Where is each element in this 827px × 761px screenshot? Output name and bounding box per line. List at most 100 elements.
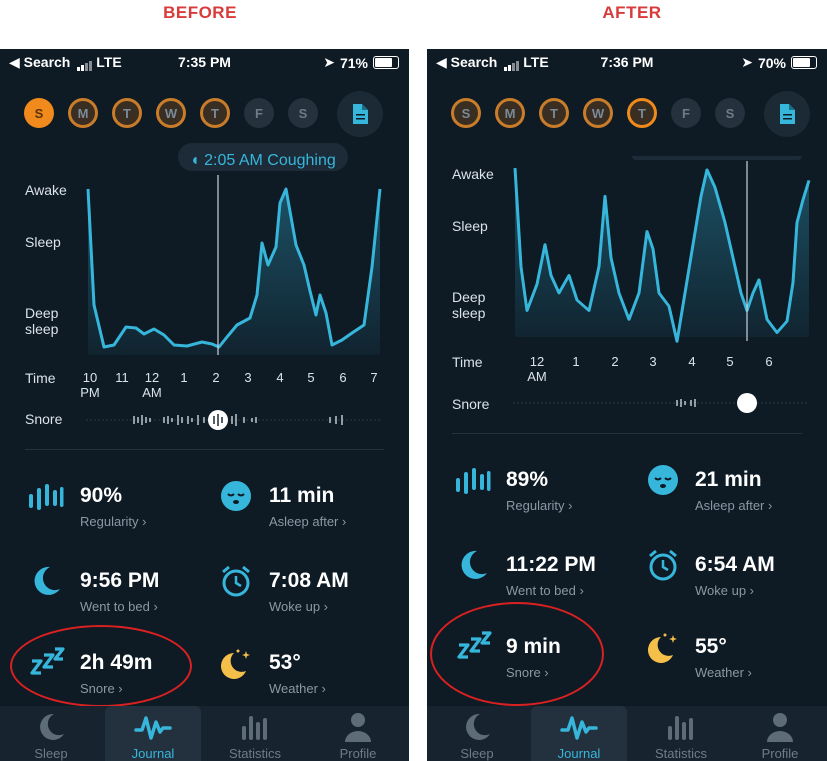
y-label-deep-sleep: Deep sleep xyxy=(452,289,486,321)
tab-statistics[interactable]: Statistics xyxy=(633,706,729,761)
regularity-value: 89% xyxy=(506,468,549,491)
back-to-search-link[interactable]: ◀ Search LTE xyxy=(9,54,122,72)
x-tick: 7 xyxy=(370,370,378,385)
x-tick: 4 xyxy=(688,354,696,369)
back-to-search-link[interactable]: ◀ Search LTE xyxy=(436,54,549,72)
week-day-selector: S M T W T F S xyxy=(24,98,318,128)
woke-up-stat[interactable]: 7:08 AM Woke up › xyxy=(269,569,349,614)
sleep-curve-fill xyxy=(515,168,809,342)
woke-up-stat[interactable]: 6:54 AM Woke up › xyxy=(695,553,775,598)
x-tick: 1 xyxy=(572,354,580,369)
status-time: 7:36 PM xyxy=(600,54,654,70)
y-label-deep-sleep: Deep sleep xyxy=(25,305,59,337)
regularity-icon xyxy=(456,468,491,494)
y-label-sleep: Sleep xyxy=(25,234,61,250)
x-axis-title: Time xyxy=(25,370,56,386)
day-wednesday[interactable]: W xyxy=(583,98,613,128)
snore-playhead[interactable] xyxy=(737,393,757,413)
day-saturday[interactable]: S xyxy=(288,98,318,128)
status-bar: ◀ Search LTE 7:36 PM ➤ 70% xyxy=(427,49,827,75)
sleepy-face-icon xyxy=(648,465,678,495)
battery-icon xyxy=(791,56,817,69)
x-tick: 1 xyxy=(180,370,188,385)
tab-sleep[interactable]: Sleep xyxy=(429,706,525,761)
x-tick: 12 AM xyxy=(142,370,162,400)
went-to-bed-value: 9:56 PM xyxy=(80,569,160,592)
bar-chart-tab-icon xyxy=(242,716,267,740)
day-tuesday[interactable]: T xyxy=(112,98,142,128)
tab-bar: Sleep Journal Statistics Profile xyxy=(427,706,827,761)
went-to-bed-stat[interactable]: 9:56 PM Went to bed › xyxy=(80,569,159,614)
asleep-after-stat[interactable]: 21 min Asleep after › xyxy=(695,468,772,513)
after-caption: AFTER xyxy=(602,3,662,22)
battery-status: ➤ 70% xyxy=(741,54,817,71)
snore-row-label: Snore xyxy=(25,411,63,427)
regularity-icon xyxy=(29,484,64,510)
document-icon xyxy=(353,104,368,124)
tab-statistics[interactable]: Statistics xyxy=(207,706,303,761)
went-to-bed-label: Went to bed › xyxy=(506,583,584,598)
section-divider xyxy=(25,449,384,450)
day-saturday[interactable]: S xyxy=(715,98,745,128)
asleep-after-stat[interactable]: 11 min Asleep after › xyxy=(269,484,346,529)
snore-timeline[interactable] xyxy=(86,409,386,431)
x-axis-title: Time xyxy=(452,354,483,370)
moon-icon xyxy=(34,566,60,595)
x-tick: 6 xyxy=(765,354,773,369)
notes-button[interactable] xyxy=(337,91,383,137)
signal-icon xyxy=(77,55,93,72)
tab-profile[interactable]: Profile xyxy=(310,706,406,761)
sleep-graph[interactable] xyxy=(509,161,814,351)
day-thursday[interactable]: T xyxy=(627,98,657,128)
x-tick: 11 xyxy=(115,370,129,385)
tooltip-edge xyxy=(632,156,802,160)
regularity-label: Regularity › xyxy=(80,514,147,529)
day-thursday[interactable]: T xyxy=(200,98,230,128)
sleep-graph[interactable] xyxy=(82,175,387,365)
weather-stat[interactable]: 53° Weather › xyxy=(269,651,326,696)
asleep-after-value: 21 min xyxy=(695,468,762,491)
status-time: 7:35 PM xyxy=(178,54,231,70)
regularity-stat[interactable]: 90% Regularity › xyxy=(80,484,146,529)
day-monday[interactable]: M xyxy=(68,98,98,128)
went-to-bed-label: Went to bed › xyxy=(80,599,158,614)
x-tick: 5 xyxy=(726,354,734,369)
regularity-stat[interactable]: 89% Regularity › xyxy=(506,468,572,513)
day-wednesday[interactable]: W xyxy=(156,98,186,128)
sleep-curve-fill xyxy=(88,189,380,355)
person-tab-icon xyxy=(767,713,793,742)
y-label-awake: Awake xyxy=(452,166,494,182)
tab-profile[interactable]: Profile xyxy=(732,706,827,761)
went-to-bed-stat[interactable]: 11:22 PM Went to bed › xyxy=(506,553,596,598)
weather-value: 53° xyxy=(269,651,301,674)
day-friday[interactable]: F xyxy=(244,98,274,128)
weather-stat[interactable]: 55° Weather › xyxy=(695,635,752,680)
x-tick: 6 xyxy=(339,370,347,385)
day-monday[interactable]: M xyxy=(495,98,525,128)
weather-label: Weather › xyxy=(269,681,326,696)
document-icon xyxy=(780,104,795,124)
day-friday[interactable]: F xyxy=(671,98,701,128)
section-divider xyxy=(452,433,802,434)
event-tooltip[interactable]: ◖ 2:05 AM Coughing xyxy=(178,143,348,171)
waveform-tab-icon xyxy=(560,716,598,740)
snore-timeline[interactable] xyxy=(513,392,813,414)
y-label-awake: Awake xyxy=(25,182,67,198)
tab-journal[interactable]: Journal xyxy=(531,706,627,761)
before-screen: ◀ Search LTE 7:35 PM ➤ 71% S M T W T F S… xyxy=(0,49,409,761)
day-sunday[interactable]: S xyxy=(24,98,54,128)
after-screen: ◀ Search LTE 7:36 PM ➤ 70% S M T W T F S… xyxy=(427,49,827,761)
asleep-after-label: Asleep after › xyxy=(269,514,347,529)
asleep-after-label: Asleep after › xyxy=(695,498,773,513)
tab-sleep[interactable]: Sleep xyxy=(3,706,99,761)
cough-icon: ◖ xyxy=(190,152,205,169)
tab-journal[interactable]: Journal xyxy=(105,706,201,761)
day-tuesday[interactable]: T xyxy=(539,98,569,128)
woke-up-value: 7:08 AM xyxy=(269,569,349,592)
snore-highlight-circle xyxy=(430,602,604,706)
day-sunday[interactable]: S xyxy=(451,98,481,128)
sleepy-face-icon xyxy=(221,481,251,511)
moon-icon xyxy=(461,550,487,579)
notes-button[interactable] xyxy=(764,91,810,137)
battery-status: ➤ 71% xyxy=(323,54,399,71)
